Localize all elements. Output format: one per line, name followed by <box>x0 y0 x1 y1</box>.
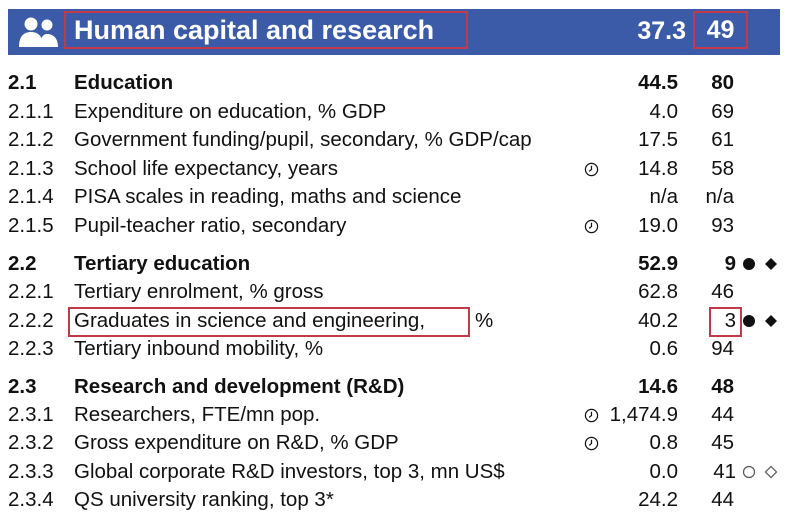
row-label: School life expectancy, years <box>74 157 338 180</box>
table-row: 2.1.2 Government funding/pupil, secondar… <box>0 126 791 154</box>
row-label: Education <box>74 71 174 94</box>
row-rank: 69 <box>711 100 734 123</box>
hollow-diamond-icon <box>764 465 778 479</box>
row-rank: 58 <box>711 157 734 180</box>
rank-highlight-box <box>709 307 742 337</box>
row-label: Research and development (R&D) <box>74 375 405 398</box>
row-label: Tertiary enrolment, % gross <box>74 280 324 303</box>
table-row: 2.3.2 Gross expenditure on R&D, % GDP 0.… <box>0 429 791 457</box>
clock-icon <box>584 162 599 177</box>
row-score: 24.2 <box>638 488 678 511</box>
row-label: Global corporate R&D investors, top 3, m… <box>74 460 505 483</box>
pillar-score: 37.3 <box>637 17 686 45</box>
row-score: n/a <box>649 185 679 208</box>
row-score: 52.9 <box>638 252 678 275</box>
row-code: 2.1.4 <box>8 185 54 208</box>
pillar-title: Human capital and research <box>64 11 468 49</box>
row-label: Graduates in science and engineering, <box>74 309 426 332</box>
row-label: Government funding/pupil, secondary, % G… <box>74 128 532 151</box>
clock-icon <box>584 408 599 423</box>
clock-icon <box>584 436 599 451</box>
row-score: 17.5 <box>638 128 678 151</box>
row-score: 0.0 <box>649 460 679 483</box>
row-score: 1,474.9 <box>609 403 678 426</box>
row-score: 0.6 <box>649 337 679 360</box>
row-score: 4.0 <box>649 100 679 123</box>
row-label: QS university ranking, top 3* <box>74 488 334 511</box>
row-rank: 45 <box>711 431 734 454</box>
row-code: 2.3.4 <box>8 488 54 511</box>
row-score: 62.8 <box>638 280 678 303</box>
row-label: Tertiary education <box>74 252 251 275</box>
filled-diamond-icon <box>765 315 777 327</box>
row-label: Pupil-teacher ratio, secondary <box>74 214 347 237</box>
table-row-highlighted: 2.2.2 Graduates in science and engineeri… <box>0 307 791 337</box>
section-row-tertiary-education: 2.2 Tertiary education 52.9 9 <box>0 250 791 278</box>
row-code: 2.2.1 <box>8 280 54 303</box>
row-code: 2.1.3 <box>8 157 54 180</box>
table-row: 2.3.1 Researchers, FTE/mn pop. 1,474.9 4… <box>0 401 791 429</box>
table-row: 2.3.4 QS university ranking, top 3* 24.2… <box>0 486 791 514</box>
row-rank: 44 <box>711 403 734 426</box>
row-label: PISA scales in reading, maths and scienc… <box>74 185 462 208</box>
people-icon <box>19 17 58 47</box>
table-row: 2.1.5 Pupil-teacher ratio, secondary 19.… <box>0 212 791 240</box>
table-row: 2.1.1 Expenditure on education, % GDP 4.… <box>0 98 791 126</box>
row-score: 44.5 <box>638 71 678 94</box>
row-score: 0.8 <box>649 431 679 454</box>
row-label: Researchers, FTE/mn pop. <box>74 403 321 426</box>
table-row: 2.2.3 Tertiary inbound mobility, % 0.6 9… <box>0 335 791 363</box>
row-rank: 3 <box>724 309 736 332</box>
row-code: 2.2.3 <box>8 337 54 360</box>
row-code: 2.1 <box>8 71 37 94</box>
row-score: 40.2 <box>638 309 678 332</box>
row-code: 2.3 <box>8 375 37 398</box>
row-code: 2.2 <box>8 252 37 275</box>
row-rank: 9 <box>724 252 736 275</box>
row-score: 19.0 <box>638 214 678 237</box>
row-code: 2.1.5 <box>8 214 54 237</box>
table-row: 2.3.3 Global corporate R&D investors, to… <box>0 458 791 486</box>
filled-diamond-icon <box>765 258 777 270</box>
pillar-header: Human capital and research 37.3 49 <box>8 9 780 55</box>
row-code: 2.3.2 <box>8 431 54 454</box>
pillar-rank: 49 <box>693 11 748 49</box>
row-rank: 44 <box>711 488 734 511</box>
row-label-suffix: % <box>475 309 494 332</box>
row-code: 2.3.1 <box>8 403 54 426</box>
row-label: Gross expenditure on R&D, % GDP <box>74 431 399 454</box>
filled-circle-icon <box>743 258 755 270</box>
table-row: 2.1.4 PISA scales in reading, maths and … <box>0 183 791 211</box>
row-rank: 48 <box>711 375 734 398</box>
row-rank: 93 <box>711 214 734 237</box>
row-code: 2.1.2 <box>8 128 54 151</box>
row-label: Tertiary inbound mobility, % <box>74 337 324 360</box>
hollow-circle-icon <box>742 465 756 479</box>
table-row: 2.2.1 Tertiary enrolment, % gross 62.8 4… <box>0 278 791 306</box>
filled-circle-icon <box>743 315 755 327</box>
row-label: Expenditure on education, % GDP <box>74 100 387 123</box>
row-score: 14.8 <box>638 157 678 180</box>
row-code: 2.2.2 <box>8 309 54 332</box>
row-rank: 61 <box>711 128 734 151</box>
section-row-research-and-development: 2.3 Research and development (R&D) 14.6 … <box>0 373 791 401</box>
row-rank: n/a <box>705 185 735 208</box>
label-highlight-box <box>68 307 470 337</box>
row-rank: 46 <box>711 280 734 303</box>
table-row: 2.1.3 School life expectancy, years 14.8… <box>0 155 791 183</box>
row-code: 2.1.1 <box>8 100 54 123</box>
row-code: 2.3.3 <box>8 460 54 483</box>
clock-icon <box>584 219 599 234</box>
row-score: 14.6 <box>638 375 678 398</box>
row-rank: 41 <box>713 460 736 483</box>
row-rank: 94 <box>711 337 734 360</box>
section-row-education: 2.1 Education 44.5 80 <box>0 69 791 97</box>
row-rank: 80 <box>711 71 734 94</box>
